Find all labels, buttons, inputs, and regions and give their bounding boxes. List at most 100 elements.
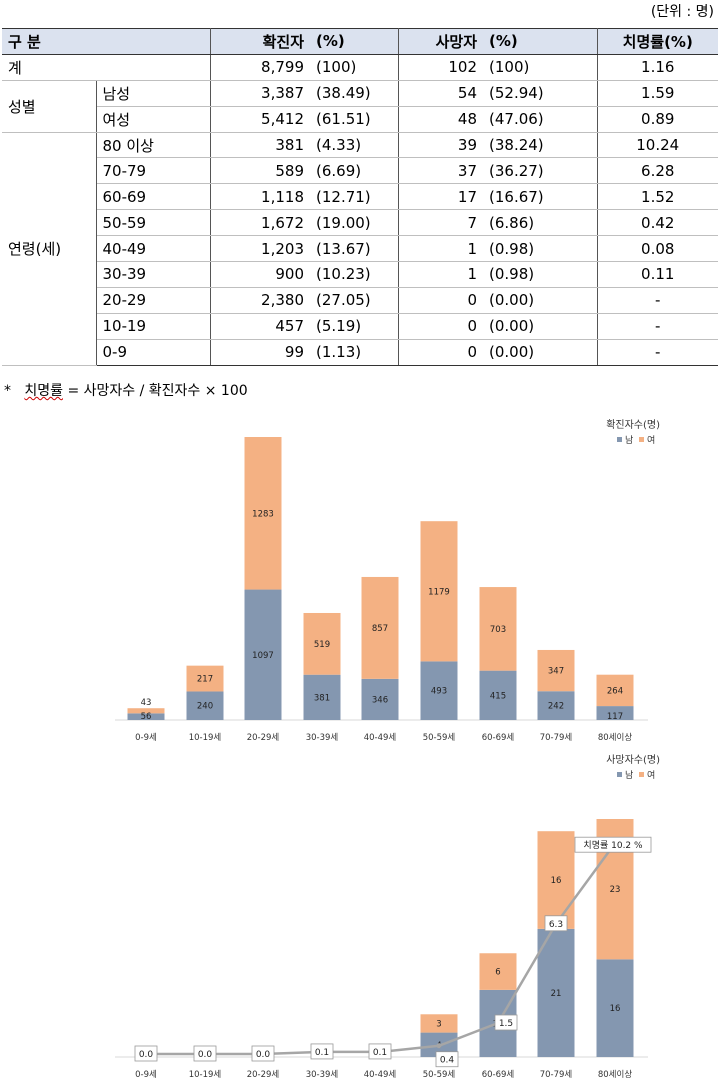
data-label-male: 493 bbox=[431, 687, 447, 697]
confirmed-count-cell: 5,412 bbox=[210, 106, 310, 133]
fatality-rate-label-box bbox=[544, 915, 568, 932]
group-label-sex: 성별 bbox=[2, 80, 97, 133]
table-row: 60-69 1,118 (12.71) 17 (16.67) 1.52 bbox=[2, 183, 718, 211]
data-label-female: 703 bbox=[490, 625, 506, 635]
confirmed-percent-cell: (12.71) bbox=[310, 183, 399, 211]
legend-swatch-male bbox=[617, 437, 622, 442]
data-label-female: 1179 bbox=[428, 587, 450, 597]
death-percent-cell: (0.00) bbox=[483, 287, 598, 314]
death-count-cell: 0 bbox=[398, 339, 483, 366]
row-label: 계 bbox=[2, 54, 211, 81]
row-label: 50-59 bbox=[96, 209, 211, 237]
row-label: 30-39 bbox=[96, 261, 211, 288]
bar-female bbox=[186, 665, 224, 692]
death-percent-cell: (52.94) bbox=[483, 80, 598, 107]
confirmed-percent-cell: (19.00) bbox=[310, 209, 399, 237]
death-count-cell: 39 bbox=[398, 132, 483, 159]
row-label: 0-9 bbox=[96, 339, 211, 366]
death-percent-cell: (0.00) bbox=[483, 339, 598, 366]
x-tick-label: 40-49세 bbox=[364, 1070, 397, 1080]
table-row-total: 계 8,799 (100) 102 (100) 1.16 bbox=[2, 54, 718, 81]
death-percent-cell: (0.00) bbox=[483, 313, 598, 340]
legend-swatch-male bbox=[617, 772, 622, 777]
data-label-female: 217 bbox=[197, 675, 213, 685]
x-tick-label: 0-9세 bbox=[135, 1070, 157, 1080]
fatality-rate-label: 0.0 bbox=[198, 1050, 213, 1060]
fatality-rate-cell: 0.42 bbox=[597, 209, 718, 237]
table-row: 여성 5,412 (61.51) 48 (47.06) 0.89 bbox=[2, 106, 718, 133]
confirmed-percent-cell: (10.23) bbox=[310, 261, 399, 288]
bar-female bbox=[420, 1014, 458, 1033]
data-label-male: 346 bbox=[372, 695, 388, 705]
fatality-rate-cell: - bbox=[597, 287, 718, 314]
fatality-rate-label-box bbox=[435, 1051, 459, 1068]
confirmed-chart: 확진자수(명) 남 여 0-9세 56 43 10-19세 240 217 20-29세 1097 1… bbox=[115, 419, 660, 743]
x-tick-label: 10-19세 bbox=[189, 733, 222, 743]
death-count-cell: 0 bbox=[398, 313, 483, 340]
bar-female bbox=[537, 831, 575, 929]
fatality-rate-cell: 1.52 bbox=[597, 183, 718, 211]
bar-female bbox=[244, 437, 282, 590]
table-row: 70-79 589 (6.69) 37 (36.27) 6.28 bbox=[2, 157, 718, 185]
fatality-rate-label: 치명률 10.2 % bbox=[583, 839, 643, 851]
data-label-male: 21 bbox=[551, 989, 562, 999]
fatality-rate-label-box bbox=[134, 1045, 158, 1062]
footnote-formula: = 사망자수 / 확진자수 × 100 bbox=[63, 383, 248, 399]
data-label-female: 1283 bbox=[252, 509, 274, 519]
legend-label-male: 남 bbox=[625, 435, 633, 446]
fatality-rate-label: 0.1 bbox=[315, 1048, 329, 1058]
row-label: 70-79 bbox=[96, 157, 211, 185]
death-percent-cell: (38.24) bbox=[483, 132, 598, 159]
death-count-cell: 1 bbox=[398, 261, 483, 288]
confirmed-count-cell: 3,387 bbox=[210, 80, 310, 107]
data-label-female: 16 bbox=[551, 876, 562, 886]
fatality-rate-cell: - bbox=[597, 313, 718, 340]
bar-male bbox=[303, 674, 341, 720]
x-tick-label: 20-29세 bbox=[247, 1070, 280, 1080]
bar-female bbox=[361, 576, 399, 679]
fatality-rate-label-box bbox=[574, 836, 652, 853]
bar-male bbox=[361, 678, 399, 720]
footnote-term: 치명률 bbox=[24, 383, 63, 399]
bar-female bbox=[303, 612, 341, 675]
confirmed-percent-cell: (38.49) bbox=[310, 80, 399, 107]
confirmed-count-cell: 1,672 bbox=[210, 209, 310, 237]
x-tick-label: 50-59세 bbox=[423, 733, 456, 743]
row-label: 80 이상 bbox=[96, 132, 211, 159]
bar-male bbox=[420, 661, 458, 720]
data-label-female: 519 bbox=[314, 640, 330, 650]
death-percent-cell: (100) bbox=[483, 54, 598, 81]
confirmed-percent-cell: (5.19) bbox=[310, 313, 399, 340]
fatality-rate-cell: 1.59 bbox=[597, 80, 718, 107]
death-count-cell: 54 bbox=[398, 80, 483, 107]
x-tick-label: 20-29세 bbox=[247, 733, 280, 743]
bar-female bbox=[420, 521, 458, 662]
fatality-rate-label: 1.5 bbox=[499, 1019, 513, 1029]
data-label-male: 415 bbox=[490, 691, 506, 701]
confirmed-percent-cell: (27.05) bbox=[310, 287, 399, 314]
deaths-chart: 사망자수(명) 남 여 0-9세 10-19세 20-29세 30-39세 40-49세 50-… bbox=[115, 754, 660, 1080]
legend-label-female: 여 bbox=[647, 769, 655, 781]
death-count-cell: 7 bbox=[398, 209, 483, 237]
chart-title: 확진자수(명) bbox=[606, 419, 660, 431]
fatality-rate-cell: 0.08 bbox=[597, 235, 718, 263]
table-row: 10-19 457 (5.19) 0 (0.00) - bbox=[2, 313, 718, 340]
bar-male bbox=[186, 691, 224, 720]
table-row: 30-39 900 (10.23) 1 (0.98) 0.11 bbox=[2, 261, 718, 288]
fatality-rate-label-box bbox=[310, 1043, 334, 1060]
bar-female bbox=[479, 587, 517, 671]
confirmed-count-cell: 8,799 bbox=[210, 54, 310, 81]
x-tick-label: 60-69세 bbox=[482, 1070, 515, 1080]
legend-label-female: 여 bbox=[647, 434, 655, 446]
data-label-male: 242 bbox=[548, 702, 564, 712]
x-tick-label: 40-49세 bbox=[364, 733, 397, 743]
statistics-table: 구 분 확진자 (%) 사망자 (%) 치명률(%) 계 8,799 (100) 102 (100)… bbox=[2, 28, 718, 366]
fatality-rate-label-box bbox=[494, 1014, 518, 1031]
death-percent-cell: (36.27) bbox=[483, 157, 598, 185]
death-percent-cell: (16.67) bbox=[483, 183, 598, 211]
confirmed-count-cell: 2,380 bbox=[210, 287, 310, 314]
bar-male bbox=[596, 706, 634, 720]
data-label-male: 56 bbox=[141, 712, 152, 722]
death-count-cell: 37 bbox=[398, 157, 483, 185]
fatality-rate-point bbox=[436, 1043, 442, 1049]
